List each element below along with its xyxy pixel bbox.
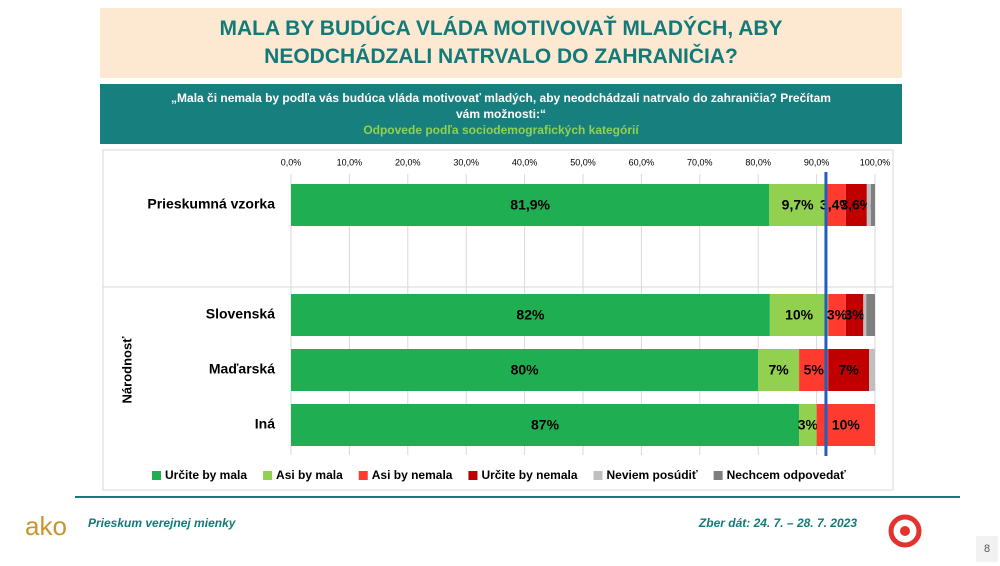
legend-swatch [468, 471, 478, 480]
legend-swatch [713, 471, 723, 480]
x-tick-label: 50,0% [570, 157, 596, 167]
legend-label: Určite by nemala [481, 468, 577, 482]
x-tick-label: 10,0% [337, 157, 363, 167]
legend-label: Nechcem odpovedať [727, 468, 846, 482]
data-label: 10% [785, 307, 814, 323]
bar-segment [869, 349, 875, 391]
legend-swatch [263, 471, 273, 480]
data-label: 87% [531, 417, 560, 433]
legend-label: Asi by nemala [372, 468, 453, 482]
question-box: „Mala či nemala by podľa vás budúca vlád… [100, 84, 902, 144]
bar-segment [828, 294, 846, 336]
bar-segment [291, 294, 770, 336]
data-label: 5% [804, 362, 825, 378]
category-label: Slovenská [206, 306, 275, 322]
category-label: Maďarská [209, 361, 275, 377]
bar-segment [291, 404, 800, 446]
data-label: 7% [839, 362, 860, 378]
bar-segment [863, 294, 867, 336]
data-label: 3,6% [840, 197, 872, 213]
bar-segment [828, 349, 870, 391]
data-label: 3% [844, 307, 865, 323]
data-label: 81,9% [510, 197, 550, 213]
legend-label: Asi by mala [276, 468, 343, 482]
bar-segment [758, 349, 800, 391]
bar-segment [769, 294, 829, 336]
data-label: 3% [827, 307, 848, 323]
bar-segment [866, 294, 875, 336]
bar-segment [291, 184, 770, 226]
legend-swatch [358, 471, 368, 480]
x-tick-label: 40,0% [512, 157, 538, 167]
data-label: 3,4% [820, 197, 852, 213]
page-number: 8 [984, 543, 990, 555]
legend-swatch [593, 471, 603, 480]
logo-mark [900, 526, 910, 536]
group-label: Národnosť [119, 336, 134, 404]
bar-segment [825, 184, 846, 226]
legend-swatch [152, 471, 161, 480]
footer-right: Zber dát: 24. 7. – 28. 7. 2023 [698, 516, 857, 530]
logo: ako [25, 511, 67, 541]
logo-mark [888, 514, 922, 548]
bar-segment [769, 184, 826, 226]
x-tick-label: 0,0% [281, 157, 302, 167]
bar-segment [799, 404, 817, 446]
subtitle: Odpovede podľa sociodemografických kateg… [363, 123, 639, 137]
page-box [976, 536, 998, 562]
data-label: 9,7% [782, 197, 814, 213]
bar-segment [870, 184, 875, 226]
question: „Mala či nemala by podľa vás budúca vlád… [171, 91, 831, 121]
data-label: 82% [516, 307, 545, 323]
footer-left: Prieskum verejnej mienky [88, 516, 236, 530]
bar-segment [866, 184, 871, 226]
data-label: 10% [832, 417, 861, 433]
legend-label: Neviem posúdiť [607, 468, 698, 482]
bar-segment [291, 349, 759, 391]
slide-title: MALA BY BUDÚCA VLÁDA MOTIVOVAŤ MLADÝCH, … [100, 8, 902, 78]
x-tick-label: 80,0% [745, 157, 771, 167]
x-tick-label: 30,0% [453, 157, 479, 167]
legend-label: Určite by mala [165, 468, 247, 482]
data-label: 80% [511, 362, 540, 378]
x-tick-label: 70,0% [687, 157, 713, 167]
bar-segment [845, 294, 864, 336]
x-tick-label: 60,0% [629, 157, 655, 167]
data-label: 3% [798, 417, 819, 433]
category-label: Prieskumná vzorka [147, 196, 275, 212]
x-tick-label: 100,0% [860, 157, 891, 167]
data-label: 7% [769, 362, 790, 378]
bar-segment [799, 349, 829, 391]
x-tick-label: 90,0% [804, 157, 830, 167]
category-label: Iná [255, 416, 275, 432]
x-tick-label: 20,0% [395, 157, 421, 167]
bar-segment [845, 184, 867, 226]
